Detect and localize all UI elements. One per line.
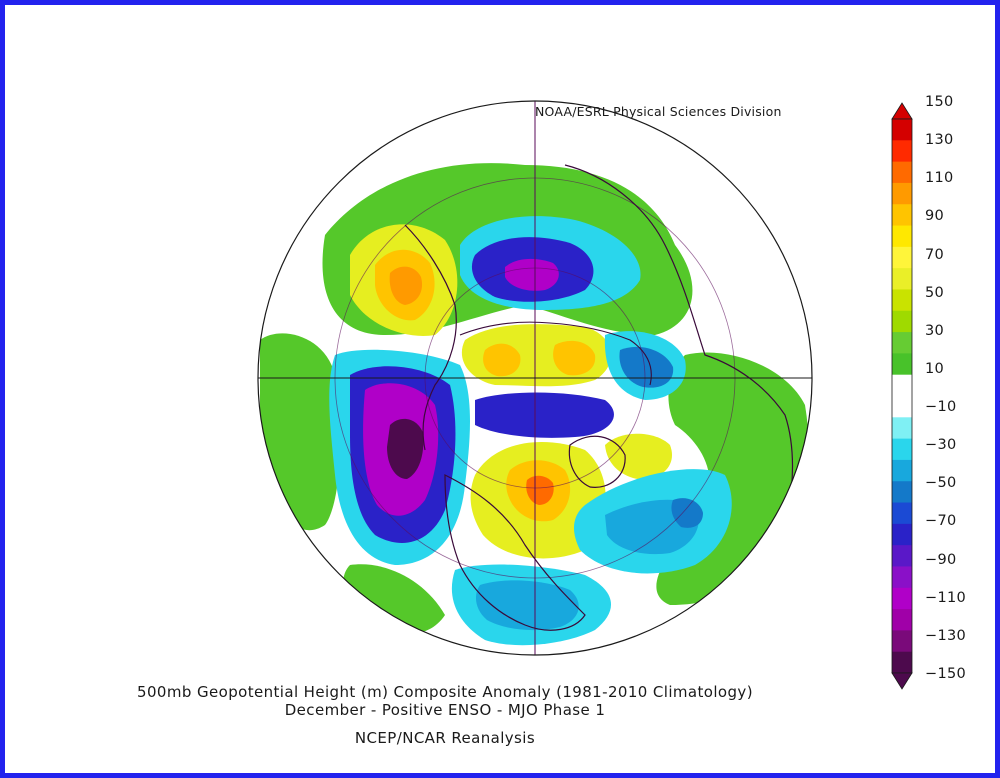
ridge-south-core — [526, 475, 554, 505]
colorbar-swatch — [892, 204, 912, 227]
credit-label: NOAA/ESRL Physical Sciences Division — [535, 104, 782, 119]
colorbar-swatch — [892, 289, 912, 312]
colorbar-swatch — [892, 225, 912, 248]
colorbar-tick-label: −130 — [925, 627, 967, 644]
coastline-alaska — [404, 224, 457, 451]
colorbar-tick-label: 110 — [925, 170, 954, 187]
positive-region-west — [260, 333, 341, 531]
colorbar-swatch — [892, 502, 912, 525]
colorbar — [891, 102, 913, 690]
colorbar-swatch — [892, 140, 912, 163]
colorbar-swatch — [892, 417, 912, 440]
colorbar-tick-label: 150 — [925, 94, 954, 110]
colorbar-tick-label: 90 — [925, 208, 945, 225]
colorbar-swatch — [892, 651, 912, 674]
colorbar-swatch — [892, 609, 912, 631]
colorbar-tick-label: −70 — [925, 513, 957, 530]
colorbar-swatch — [892, 374, 912, 397]
colorbar-bottom-arrow — [891, 672, 913, 690]
colorbar-tick-label: 10 — [925, 360, 945, 377]
colorbar-tick-label: −90 — [925, 551, 957, 568]
colorbar-swatch — [892, 182, 912, 205]
trough-arctic-blue — [475, 392, 614, 438]
colorbar-swatch — [892, 459, 912, 482]
colorbar-top-arrow — [891, 102, 913, 120]
colorbar-swatch — [892, 310, 912, 333]
colorbar-tick-label: −30 — [925, 437, 957, 454]
colorbar-tick-label: −10 — [925, 399, 957, 416]
trough-south-blue — [475, 580, 579, 631]
trough-arctic-blue-east — [619, 346, 674, 388]
colorbar-swatch — [892, 119, 912, 141]
colorbar-swatch — [892, 566, 912, 589]
colorbar-swatch — [892, 332, 912, 354]
colorbar-swatch — [892, 268, 912, 290]
colorbar-tick-label: −150 — [925, 666, 967, 682]
colorbar-swatch — [892, 587, 912, 610]
colorbar-tick-label: −110 — [925, 589, 967, 606]
colorbar-swatch — [892, 545, 912, 567]
colorbar-swatch — [892, 246, 912, 269]
ridge-central-orange-a — [483, 343, 521, 377]
colorbar-swatch — [892, 161, 912, 184]
figure-title-line2: December - Positive ENSO - MJO Phase 1 — [284, 701, 606, 719]
ridge-north-core — [389, 266, 423, 305]
coastline-north-america — [444, 474, 586, 631]
colorbar-tick-label: 70 — [925, 246, 945, 263]
coastline-greenland — [568, 435, 626, 488]
colorbar-swatch — [892, 481, 912, 504]
figure-source-line: NCEP/NCAR Reanalysis — [354, 729, 536, 747]
coastline-eurasia — [564, 164, 794, 526]
colorbar-swatch — [892, 630, 912, 653]
colorbar-tick-label: 130 — [925, 132, 954, 149]
colorbar-tick-label: 30 — [925, 322, 945, 339]
colorbar-tick-label: −50 — [925, 475, 957, 492]
anomaly-field — [260, 101, 809, 655]
figure-title-line1: 500mb Geopotential Height (m) Composite … — [137, 683, 753, 701]
colorbar-swatch — [892, 396, 912, 418]
ridge-central-orange-b — [553, 340, 596, 376]
colorbar-swatch — [892, 353, 912, 376]
colorbar-swatch — [892, 523, 912, 546]
colorbar-swatch — [892, 438, 912, 461]
trough-pacific-core — [387, 418, 424, 479]
coastline-arctic — [459, 321, 652, 386]
colorbar-tick-label: 50 — [925, 284, 945, 301]
polar-map — [257, 100, 913, 690]
map-disk-border — [257, 100, 813, 656]
figure-frame: NOAA/ESRL Physical Sciences Division 150… — [5, 5, 995, 773]
trough-north-purple — [505, 258, 559, 291]
trough-atlantic-dark — [671, 498, 703, 528]
